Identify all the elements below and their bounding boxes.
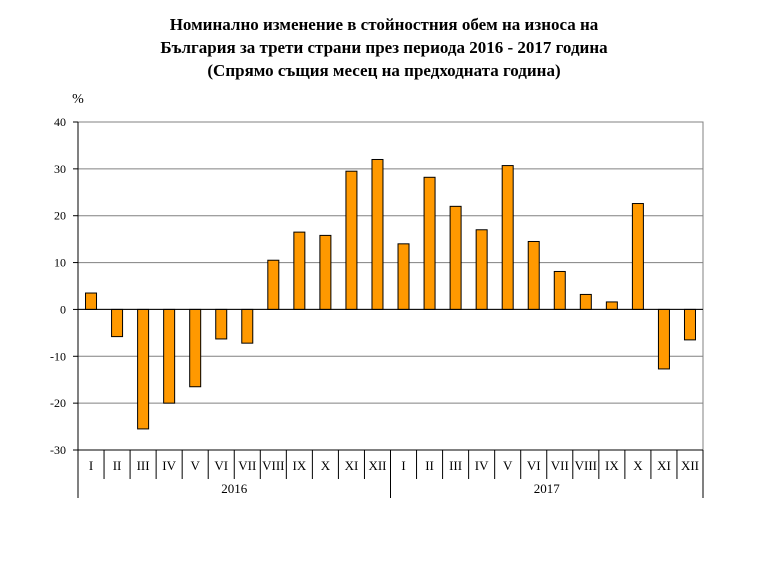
group-label: 2016 — [221, 481, 248, 496]
bars — [85, 158, 696, 430]
bar — [397, 243, 410, 310]
bar — [85, 292, 98, 310]
category-label: IV — [475, 458, 489, 473]
bar — [241, 308, 254, 344]
bar — [527, 240, 540, 310]
category-label: IX — [292, 458, 306, 473]
category-label: X — [633, 458, 643, 473]
category-label: XI — [345, 458, 359, 473]
bar — [423, 176, 436, 310]
bar — [319, 234, 332, 310]
y-tick-label: 40 — [54, 115, 66, 129]
bar — [189, 308, 202, 388]
category-label: X — [321, 458, 331, 473]
chart-title-line-2: България за трети страни през периода 20… — [160, 38, 608, 57]
y-tick-label: 20 — [54, 209, 66, 223]
y-tick-label: -30 — [50, 443, 66, 457]
category-label: III — [137, 458, 150, 473]
y-tick-label: 0 — [60, 302, 66, 316]
bar — [683, 308, 696, 341]
bar — [657, 308, 670, 370]
category-label: IX — [605, 458, 619, 473]
category-label: V — [190, 458, 200, 473]
bar — [475, 229, 488, 310]
bar — [293, 231, 306, 310]
category-label: VII — [551, 458, 569, 473]
bar — [501, 165, 514, 310]
y-tick-label: -20 — [50, 396, 66, 410]
bar — [137, 308, 150, 430]
bar — [267, 259, 280, 310]
bar — [605, 301, 618, 310]
bar — [345, 170, 358, 310]
category-label: VIII — [262, 458, 284, 473]
axes — [73, 121, 704, 498]
chart-title-line-1: Номинално изменение в стойностния обем н… — [169, 15, 599, 34]
y-axis-label: % — [72, 92, 84, 107]
y-tick-label: 10 — [54, 256, 66, 270]
category-label: III — [449, 458, 462, 473]
category-label: VIII — [575, 458, 597, 473]
y-tick-label: 30 — [54, 162, 66, 176]
bar — [553, 270, 566, 310]
bar — [215, 308, 228, 340]
category-label: IV — [162, 458, 176, 473]
category-label: II — [113, 458, 122, 473]
category-label: I — [401, 458, 405, 473]
category-label: XII — [368, 458, 386, 473]
category-label: XII — [681, 458, 699, 473]
y-tick-label: -10 — [50, 349, 66, 363]
group-label: 2017 — [534, 481, 561, 496]
category-label: I — [89, 458, 93, 473]
bar — [579, 293, 592, 310]
category-label: VI — [527, 458, 541, 473]
category-label: VI — [214, 458, 228, 473]
chart-title: Номинално изменение в стойностния обем н… — [0, 13, 768, 82]
category-label: II — [425, 458, 434, 473]
bar — [163, 308, 176, 404]
bar — [111, 308, 124, 338]
category-label: V — [503, 458, 513, 473]
bar — [371, 158, 384, 310]
category-label: XI — [657, 458, 671, 473]
bar — [631, 203, 644, 310]
bar — [449, 205, 462, 310]
category-label: VII — [238, 458, 256, 473]
chart-title-line-3: (Спрямо същия месец на предходната годин… — [207, 61, 561, 80]
